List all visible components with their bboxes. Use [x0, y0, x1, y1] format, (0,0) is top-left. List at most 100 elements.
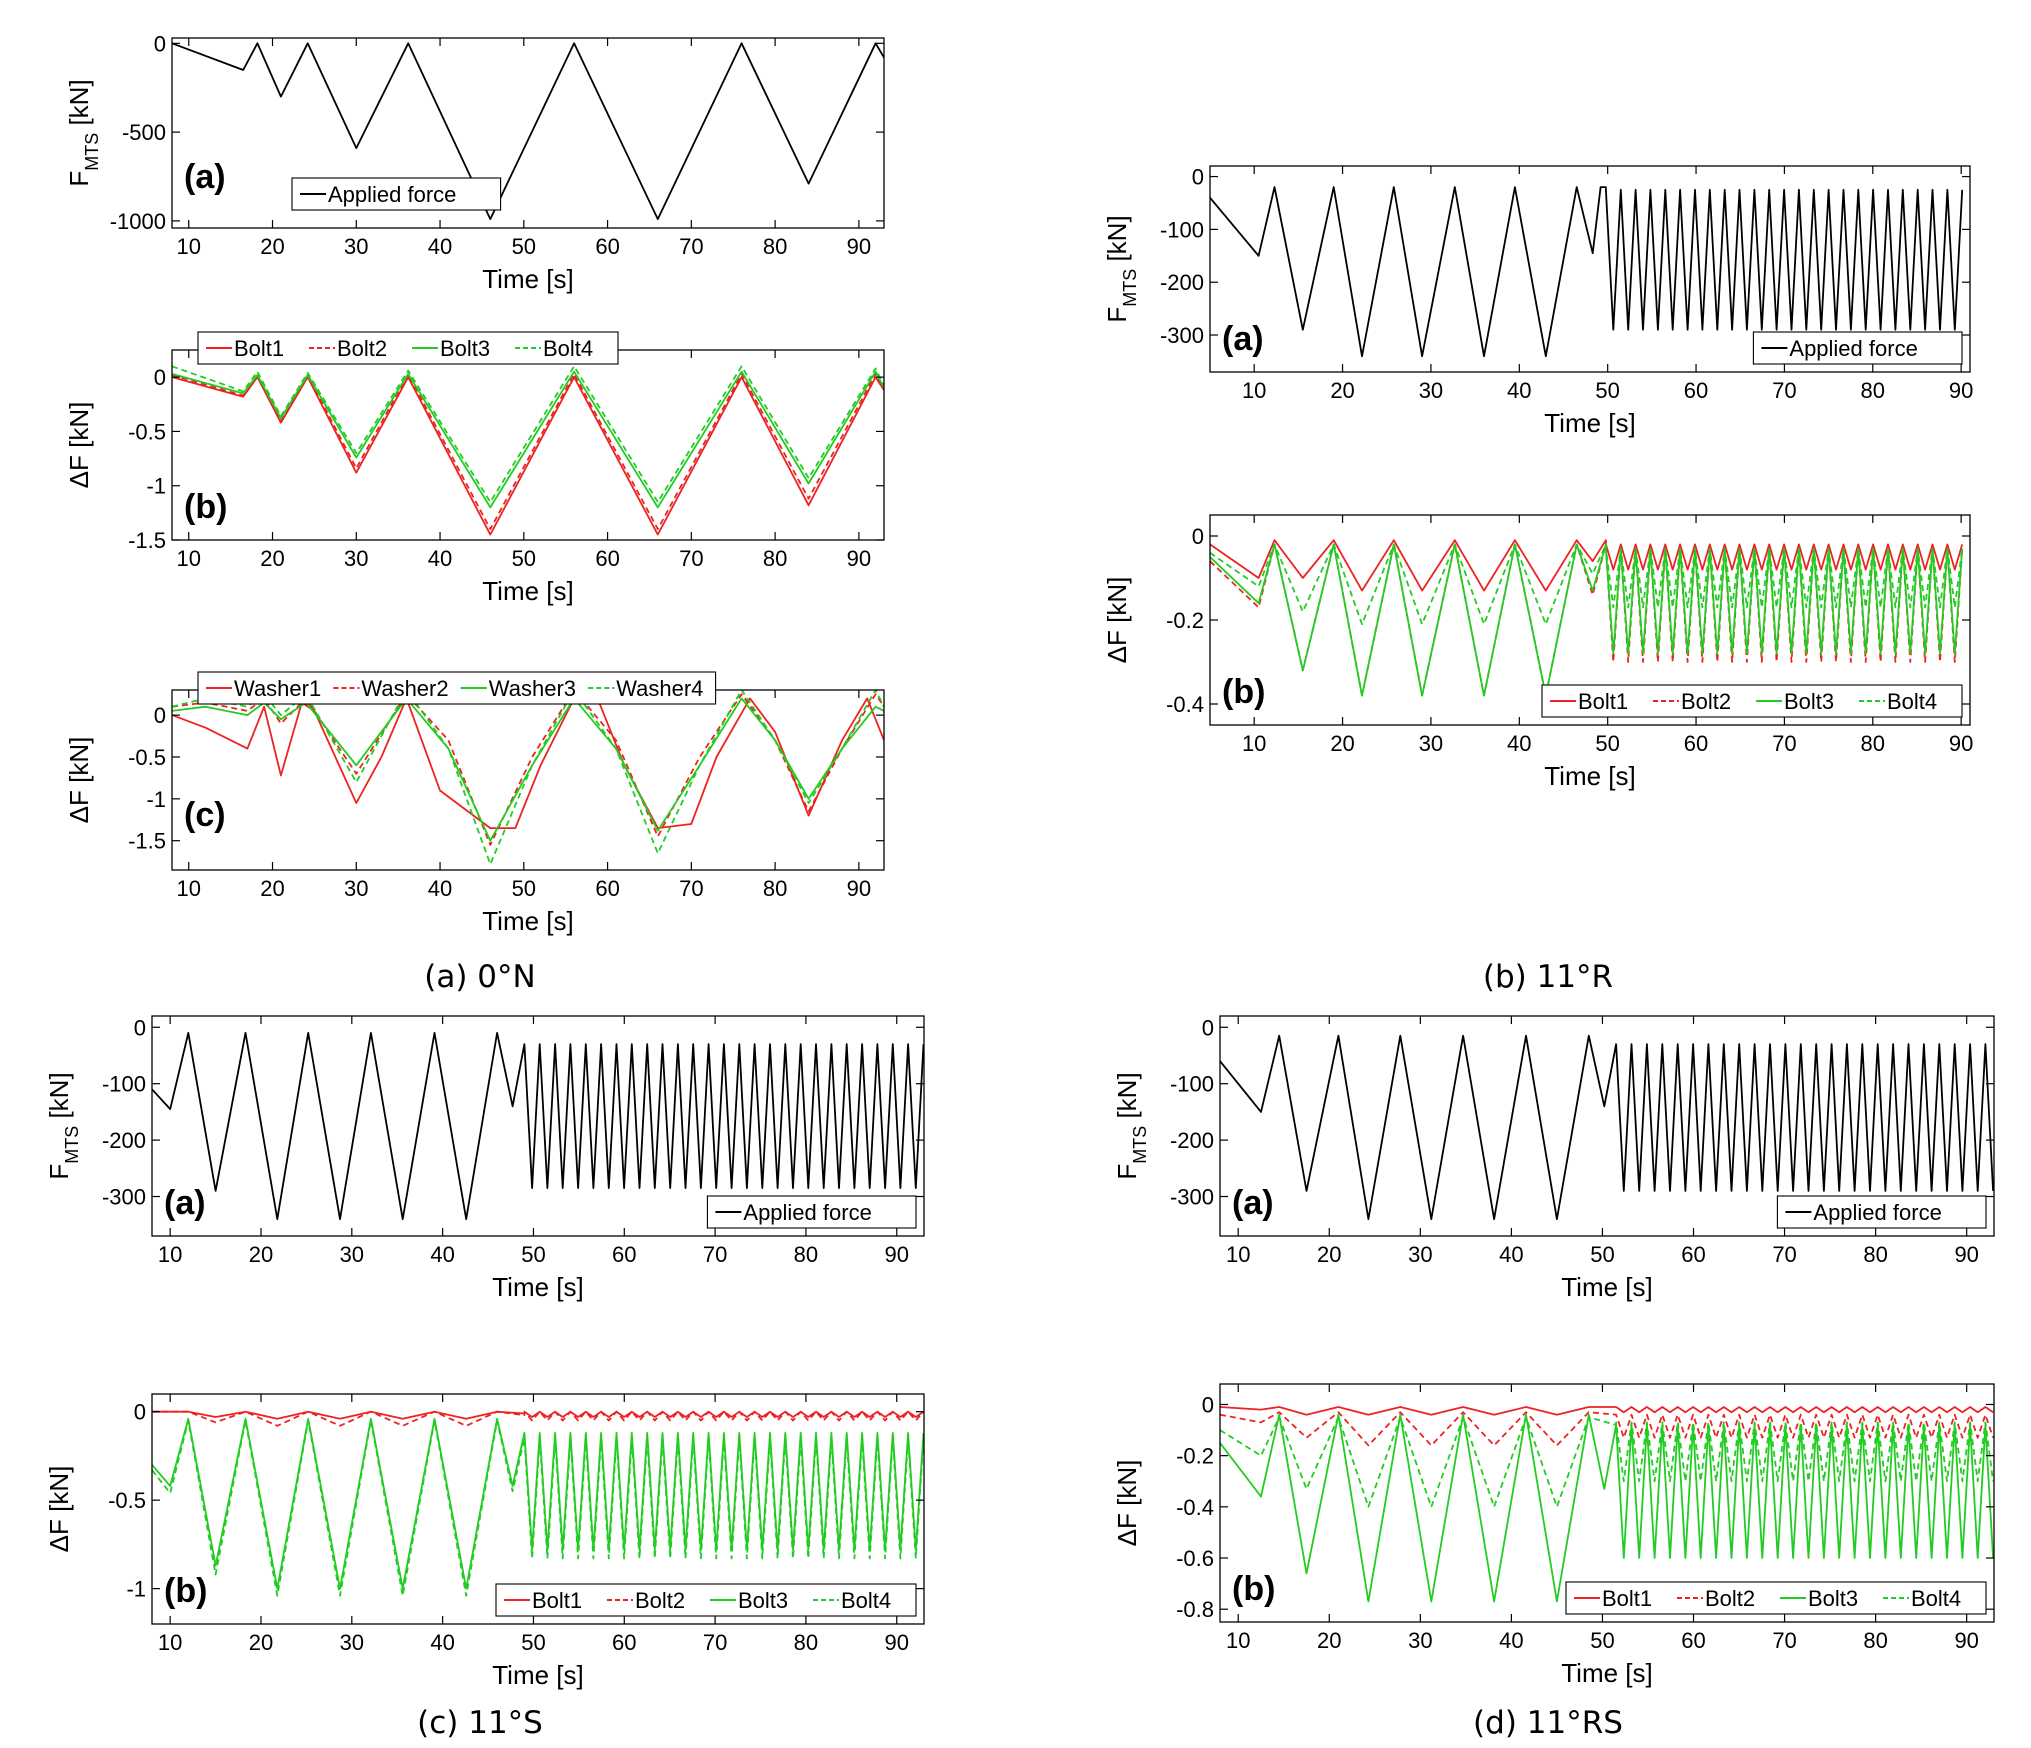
x-tick-label: 90 [885, 1242, 909, 1267]
panel-label: (a) [164, 1184, 206, 1222]
x-tick-label: 80 [1861, 731, 1885, 756]
x-tick-label: 50 [521, 1242, 545, 1267]
series-line-applied-force [172, 42, 884, 221]
chart-d2: 10 20 30 40 50 60 70 80 90 0 -0.2 -0.4 -0.6 -0.8 Time … [1112, 1383, 1995, 1688]
x-tick-label: 40 [428, 546, 452, 571]
y-tick-label: -100 [1170, 1072, 1214, 1097]
y-tick-label: 0 [1202, 1392, 1214, 1417]
x-tick-label: 70 [679, 234, 703, 259]
x-tick-label: 50 [512, 546, 536, 571]
legend: Applied force [1752, 331, 1963, 365]
x-tick-label: 40 [1507, 731, 1531, 756]
y-tick-label: -1.5 [128, 528, 166, 553]
legend-box [1565, 1581, 1987, 1615]
series-line-bolt4 [1210, 543, 1964, 626]
legend-label: Bolt2 [337, 336, 387, 361]
x-tick-label: 20 [1330, 378, 1354, 403]
y-tick-label: -1 [146, 474, 166, 499]
series-line-bolt2 [172, 372, 884, 530]
y-tick-label: -500 [122, 120, 166, 145]
x-axis-label: Time [s] [1544, 761, 1635, 791]
x-tick-label: 10 [177, 234, 201, 259]
legend: Applied force [291, 177, 502, 211]
x-tick-label: 90 [1949, 731, 1973, 756]
legend-box [706, 1195, 917, 1229]
legend-label: Applied force [743, 1200, 871, 1225]
caption-d: (d) 11°RS [1473, 1705, 1623, 1741]
x-tick-label: 20 [1330, 731, 1354, 756]
x-tick-label: 20 [260, 234, 284, 259]
series-line-bolt4 [152, 1419, 924, 1597]
chart-b1: 10 20 30 40 50 60 70 80 90 0 -100 -200 -300 Time [s] F… [1102, 165, 1973, 438]
x-tick-label: 70 [679, 876, 703, 901]
legend-label: Washer4 [616, 676, 703, 701]
x-tick-label: 20 [260, 876, 284, 901]
x-tick-label: 80 [763, 234, 787, 259]
y-tick-label: 0 [1192, 524, 1204, 549]
series-line-bolt4 [1220, 1416, 1994, 1508]
y-axis-label: ΔF [kN] [44, 1466, 74, 1553]
caption-a: (a) 0°N [424, 959, 535, 995]
y-axis-label: FMTS [kN] [64, 79, 102, 186]
series-group [152, 1410, 924, 1597]
x-axis-label: Time [s] [492, 1660, 583, 1690]
x-tick-label: 10 [158, 1242, 182, 1267]
legend-label: Bolt4 [1911, 1586, 1961, 1611]
x-tick-label: 80 [1863, 1242, 1887, 1267]
series-line-bolt3 [172, 370, 884, 509]
series-group [152, 1032, 924, 1220]
y-axis-label: FMTS [kN] [1102, 215, 1140, 322]
legend: Bolt1 Bolt2 Bolt3 Bolt4 [197, 331, 619, 365]
x-tick-label: 70 [1772, 1628, 1796, 1653]
panel-label: (c) [184, 796, 226, 834]
x-tick-label: 40 [428, 234, 452, 259]
x-tick-label: 80 [763, 876, 787, 901]
plot-frame [1219, 1383, 1995, 1623]
x-axis-label: Time [s] [1561, 1658, 1652, 1688]
chart-c1: 10 20 30 40 50 60 70 80 90 0 -100 -200 -300 Time [s] F… [44, 1015, 925, 1302]
x-tick-label: 30 [340, 1630, 364, 1655]
series-line-bolt1 [1210, 539, 1964, 592]
legend: Bolt1 Bolt2 Bolt3 Bolt4 [1541, 684, 1963, 718]
x-tick-label: 10 [1226, 1242, 1250, 1267]
x-tick-label: 60 [612, 1242, 636, 1267]
legend-label: Bolt3 [440, 336, 490, 361]
x-tick-label: 30 [1419, 378, 1443, 403]
legend-box [1541, 684, 1963, 718]
x-tick-label: 70 [703, 1630, 727, 1655]
series-group [172, 42, 884, 221]
y-axis-label: ΔF [kN] [64, 737, 94, 824]
y-axis-label: ΔF [kN] [1102, 577, 1132, 664]
series-line-bolt2 [152, 1410, 924, 1427]
y-tick-label: 0 [1192, 165, 1204, 190]
x-tick-label: 20 [260, 546, 284, 571]
series-group [172, 365, 884, 536]
y-axis-label: FMTS [kN] [44, 1072, 82, 1179]
legend-label: Bolt4 [841, 1588, 891, 1613]
legend: Applied force [1776, 1195, 1987, 1229]
y-tick-label: 0 [154, 703, 166, 728]
x-tick-label: 40 [430, 1630, 454, 1655]
legend-label: Applied force [328, 182, 456, 207]
x-tick-label: 70 [679, 546, 703, 571]
x-tick-label: 10 [1226, 1628, 1250, 1653]
plot-frame [151, 1393, 925, 1625]
legend-label: Bolt1 [532, 1588, 582, 1613]
legend: Applied force [706, 1195, 917, 1229]
x-tick-label: 90 [1949, 378, 1973, 403]
x-tick-label: 60 [1681, 1628, 1705, 1653]
plot-frame [171, 37, 885, 229]
y-tick-label: -1 [146, 787, 166, 812]
x-axis-label: Time [s] [1544, 408, 1635, 438]
y-tick-label: 0 [154, 365, 166, 390]
x-tick-label: 60 [595, 546, 619, 571]
legend-label: Bolt1 [1602, 1586, 1652, 1611]
panel-label: (a) [1222, 320, 1264, 358]
y-tick-label: -0.8 [1176, 1597, 1214, 1622]
legend-label: Washer3 [489, 676, 576, 701]
x-tick-label: 30 [340, 1242, 364, 1267]
legend: Bolt1 Bolt2 Bolt3 Bolt4 [1565, 1581, 1987, 1615]
x-tick-label: 10 [1242, 378, 1266, 403]
x-tick-label: 10 [177, 546, 201, 571]
